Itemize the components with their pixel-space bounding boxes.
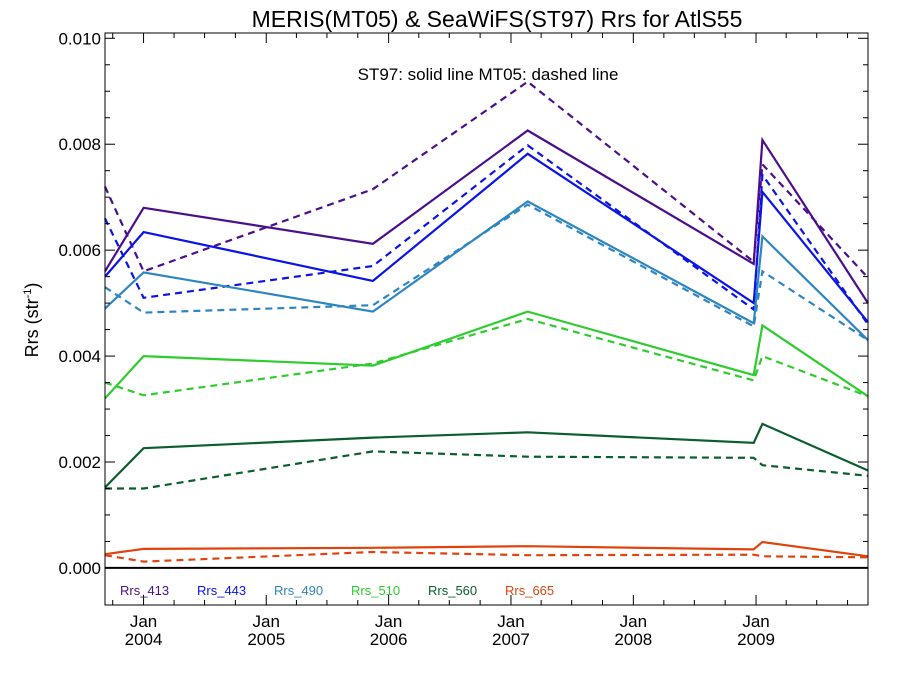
series-line-rrs-665-st97 bbox=[104, 540, 869, 558]
y-axis-label-exponent: -1 bbox=[22, 289, 34, 299]
legend-item-rrs-510: Rrs_510 bbox=[351, 583, 400, 598]
x-tick-year: 2009 bbox=[737, 630, 775, 649]
x-tick-month: Jan bbox=[742, 612, 769, 631]
legend-item-rrs-490: Rrs_490 bbox=[274, 583, 323, 598]
x-tick-year: 2008 bbox=[614, 630, 652, 649]
series-line-rrs-490-mt05 bbox=[104, 203, 869, 342]
legend-item-rrs-443: Rrs_443 bbox=[197, 583, 246, 598]
series-line-rrs-510-mt05 bbox=[104, 317, 869, 398]
plot-frame bbox=[104, 32, 869, 606]
x-tick-month: Jan bbox=[253, 612, 280, 631]
series-line-rrs-490-st97 bbox=[104, 200, 869, 341]
x-tick-year: 2004 bbox=[125, 630, 163, 649]
series-line-rrs-510-st97 bbox=[104, 310, 869, 400]
x-tick-month: Jan bbox=[130, 612, 157, 631]
y-tick-label: 0.004 bbox=[58, 347, 101, 366]
y-tick-label: 0.000 bbox=[58, 559, 101, 578]
legend: Rrs_413 Rrs_443 Rrs_490 Rrs_510 Rrs_560 Rrs_6… bbox=[120, 583, 554, 598]
series-line-rrs-560-st97 bbox=[104, 422, 869, 489]
y-axis-label-text: Rrs (str bbox=[22, 298, 42, 357]
legend-item-rrs-413: Rrs_413 bbox=[120, 583, 169, 598]
y-axis-label: Rrs (str-1) bbox=[22, 283, 42, 358]
line-style-annotation: ST97: solid line MT05: dashed line bbox=[358, 65, 619, 84]
y-tick-label: 0.008 bbox=[58, 135, 101, 154]
y-tick-label: 0.006 bbox=[58, 241, 101, 260]
y-axis: 0.000 0.002 0.004 0.006 0.008 0.010 bbox=[58, 29, 868, 578]
x-tick-year: 2006 bbox=[370, 630, 408, 649]
x-tick-year: 2007 bbox=[492, 630, 530, 649]
series-line-rrs-665-mt05 bbox=[104, 550, 869, 563]
chart-title: MERIS(MT05) & SeaWiFS(ST97) Rrs for AtlS… bbox=[252, 6, 743, 32]
y-tick-label: 0.010 bbox=[58, 29, 101, 48]
x-tick-month: Jan bbox=[375, 612, 402, 631]
y-tick-label: 0.002 bbox=[58, 453, 101, 472]
svg-text:Rrs (str-1): Rrs (str-1) bbox=[22, 283, 42, 358]
x-axis: Jan2004Jan2005Jan2006Jan2007Jan2008Jan20… bbox=[112, 33, 849, 649]
series-lines bbox=[103, 80, 869, 563]
legend-item-rrs-560: Rrs_560 bbox=[428, 583, 477, 598]
x-tick-month: Jan bbox=[497, 612, 524, 631]
y-axis-label-close: ) bbox=[22, 283, 42, 289]
series-line-rrs-413-st97 bbox=[104, 129, 869, 304]
legend-item-rrs-665: Rrs_665 bbox=[505, 583, 554, 598]
series-line-rrs-560-mt05 bbox=[105, 450, 869, 490]
x-tick-month: Jan bbox=[620, 612, 647, 631]
series-line-rrs-443-mt05 bbox=[104, 143, 869, 325]
x-tick-year: 2005 bbox=[247, 630, 285, 649]
